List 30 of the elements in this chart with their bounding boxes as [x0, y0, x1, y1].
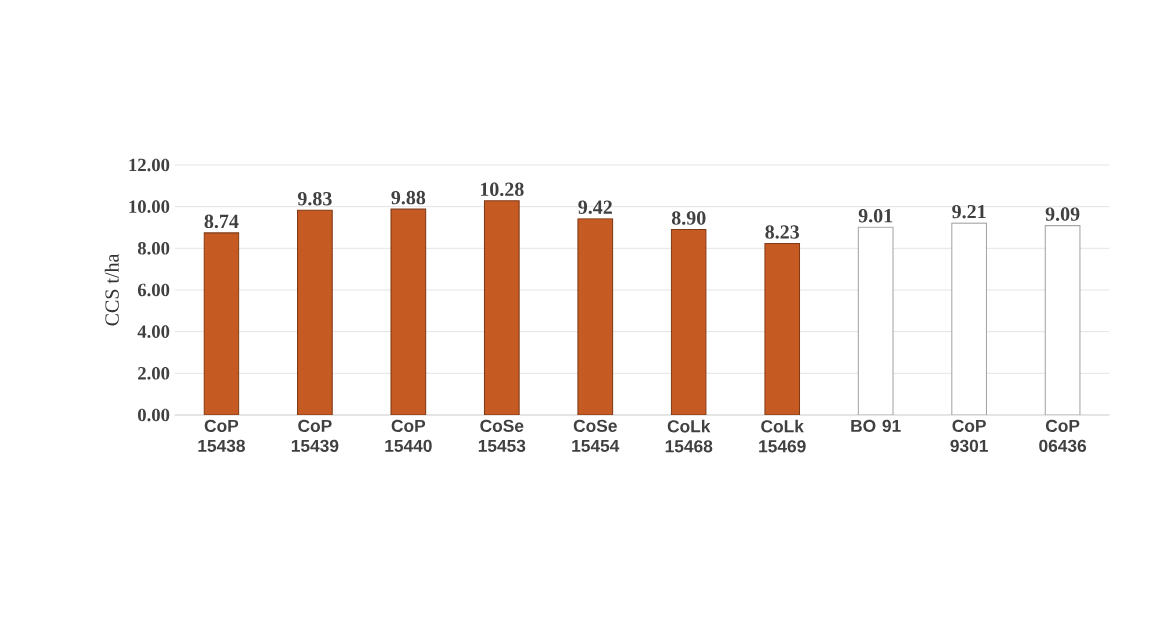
bar — [764, 242, 801, 415]
y-tick-label: 12.00 — [129, 158, 170, 172]
data-label: 10.28 — [480, 182, 524, 197]
x-tick-label: CoP 15440 — [385, 419, 432, 452]
x-tick-label: CoSe 15453 — [478, 419, 526, 452]
x-tick-label: CoP 9301 — [950, 419, 988, 452]
data-label: 9.09 — [1045, 207, 1080, 221]
data-label: 9.88 — [391, 190, 426, 205]
data-label: 8.23 — [765, 225, 800, 239]
data-label: 9.42 — [578, 200, 612, 215]
x-tick-label: CoSe 15454 — [572, 419, 620, 452]
x-tick-label: CoLk 15469 — [759, 419, 806, 453]
x-tick-label: BO 91 — [851, 419, 901, 432]
data-label: 8.74 — [204, 214, 239, 229]
x-tick-label: CoP 15438 — [198, 419, 245, 452]
data-label: 9.01 — [858, 208, 893, 223]
y-tick-label: 10.00 — [129, 200, 170, 213]
y-tick-label: 8.00 — [137, 241, 170, 255]
x-tick-label: CoP 06436 — [1039, 419, 1087, 452]
data-label: 9.83 — [297, 191, 332, 206]
y-tick-label: 2.00 — [138, 366, 170, 380]
x-tick-label: CoLk 15468 — [665, 419, 713, 453]
bar — [670, 229, 707, 415]
y-tick-label: 4.00 — [137, 325, 170, 338]
y-tick-label: 6.00 — [137, 283, 170, 297]
y-axis-title: CCS t/ha — [104, 253, 119, 326]
data-label: 8.90 — [671, 211, 706, 225]
y-tick-label: 0.00 — [138, 408, 170, 422]
x-tick-label: CoP 15439 — [291, 419, 339, 452]
data-label: 9.21 — [952, 204, 986, 219]
